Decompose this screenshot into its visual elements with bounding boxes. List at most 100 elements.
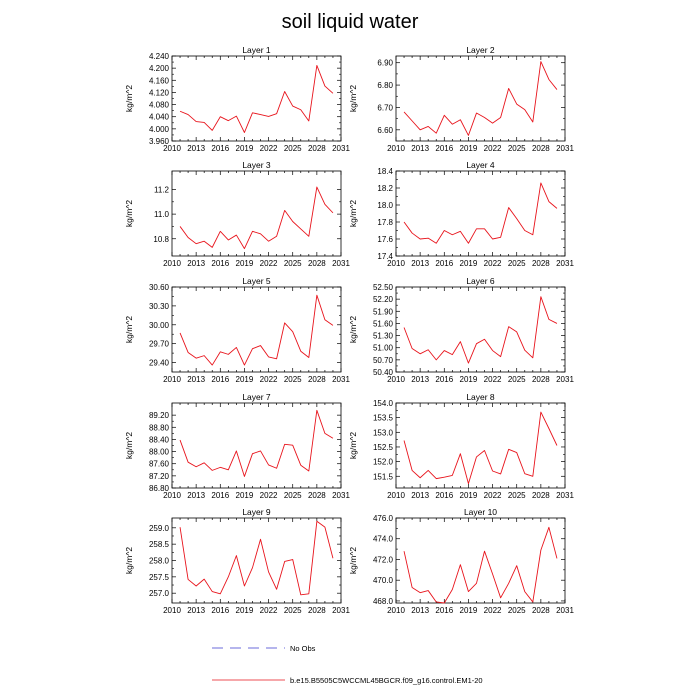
x-tick-label: 2028 [532,491,550,500]
panel-layer-7: Layer 7 kg/m^2 2010 2013 2016 2019 2022 2025 202… [124,392,350,500]
x-tick-label: 2019 [460,259,478,268]
y-tick-label: 472.0 [373,555,394,564]
panel-title: Layer 6 [466,276,495,286]
x-tick-label: 2019 [460,491,478,500]
x-tick-label: 2025 [508,144,526,153]
y-tick-label: 51.00 [373,344,394,353]
x-tick-label: 2010 [163,606,181,615]
x-tick-label: 2028 [532,606,550,615]
x-tick-label: 2031 [556,491,574,500]
plot-frame [395,517,566,604]
series-line [403,296,558,364]
plot-frame [395,286,566,373]
y-tick-label: 4.120 [149,88,170,97]
y-tick-label: 50.70 [373,356,394,365]
y-tick-label: 87.60 [149,460,170,469]
y-tick-label: 6.90 [377,59,393,68]
x-tick-label: 2025 [508,259,526,268]
x-tick-label: 2013 [411,144,429,153]
x-tick-label: 2022 [260,259,278,268]
x-tick-label: 2010 [163,259,181,268]
y-tick-label: 52.20 [373,295,394,304]
y-tick-label: 474.0 [373,535,394,544]
x-tick-label: 2031 [556,375,574,384]
y-tick-label: 51.30 [373,332,394,341]
y-tick-label: 257.5 [149,573,170,582]
series-line [179,409,334,477]
panel-layer-3: Layer 3 kg/m^2 2010 2013 2016 2019 2022 2025 202… [124,160,350,268]
y-tick-label: 30.30 [149,302,170,311]
y-axis-label: kg/m^2 [124,316,134,343]
y-tick-label: 10.8 [153,235,169,244]
y-tick-label: 476.0 [373,514,394,523]
y-tick-label: 4.200 [149,64,170,73]
x-tick-label: 2031 [332,491,350,500]
x-tick-label: 2022 [260,375,278,384]
x-tick-label: 2031 [332,606,350,615]
plot-frame [171,170,342,257]
y-tick-label: 18.0 [377,201,393,210]
x-tick-label: 2025 [284,491,302,500]
y-tick-label: 18.2 [377,184,393,193]
y-tick-label: 151.5 [373,472,394,481]
plot-frame [395,55,566,142]
y-tick-label: 259.0 [149,524,170,533]
x-tick-label: 2016 [211,491,229,500]
panel-layer-2: Layer 2 kg/m^2 2010 2013 2016 2019 2022 2025 202… [348,45,574,153]
panel-layer-1: Layer 1 kg/m^2 2010 2013 2016 2019 2022 2025 202… [124,45,350,153]
x-tick-label: 2013 [411,259,429,268]
x-tick-label: 2022 [260,491,278,500]
panels: Layer 1 kg/m^2 2010 2013 2016 2019 2022 2025 202… [124,45,574,615]
plot-frame [171,286,342,373]
legend-model-label: b.e15.B5505C5WCCML45BGCR.f09_g16.control… [290,676,483,685]
y-tick-label: 152.5 [373,443,394,452]
x-tick-label: 2013 [411,606,429,615]
plot-frame [171,55,342,142]
series-line [403,526,558,604]
x-tick-label: 2028 [308,259,326,268]
y-tick-label: 468.0 [373,597,394,606]
panel-layer-4: Layer 4 kg/m^2 2010 2013 2016 2019 2022 2025 202… [348,160,574,268]
x-tick-label: 2016 [435,144,453,153]
y-axis-label: kg/m^2 [124,200,134,227]
y-tick-label: 258.0 [149,557,170,566]
panel-layer-9: Layer 9 kg/m^2 2010 2013 2016 2019 2022 2025 202… [124,507,350,615]
x-tick-label: 2013 [187,259,205,268]
x-tick-label: 2022 [484,375,502,384]
y-tick-label: 51.60 [373,319,394,328]
x-tick-label: 2019 [460,606,478,615]
plot-frame [171,402,342,489]
x-tick-label: 2019 [236,259,254,268]
x-tick-label: 2028 [308,606,326,615]
x-tick-label: 2031 [556,606,574,615]
y-tick-label: 50.40 [373,368,394,377]
panel-layer-8: Layer 8 kg/m^2 2010 2013 2016 2019 2022 2025 202… [348,392,574,500]
panel-title: Layer 2 [466,45,495,55]
x-tick-label: 2013 [187,375,205,384]
y-tick-label: 30.60 [149,283,170,292]
panel-title: Layer 9 [242,507,271,517]
y-tick-label: 88.40 [149,435,170,444]
x-tick-label: 2010 [163,491,181,500]
x-tick-label: 2016 [211,606,229,615]
x-tick-label: 2028 [532,375,550,384]
x-tick-label: 2028 [308,491,326,500]
x-tick-label: 2016 [211,144,229,153]
x-tick-label: 2013 [411,375,429,384]
y-tick-label: 29.40 [149,359,170,368]
series-line [179,520,334,596]
y-tick-label: 89.20 [149,411,170,420]
y-tick-label: 29.70 [149,340,170,349]
y-axis-label: kg/m^2 [124,547,134,574]
x-tick-label: 2031 [332,259,350,268]
y-tick-label: 153.0 [373,428,394,437]
y-tick-label: 152.0 [373,458,394,467]
y-axis-label: kg/m^2 [124,432,134,459]
plot-frame [395,170,566,257]
x-tick-label: 2010 [387,606,405,615]
x-tick-label: 2019 [460,144,478,153]
x-tick-label: 2013 [187,491,205,500]
x-tick-label: 2016 [435,491,453,500]
x-tick-label: 2010 [163,144,181,153]
